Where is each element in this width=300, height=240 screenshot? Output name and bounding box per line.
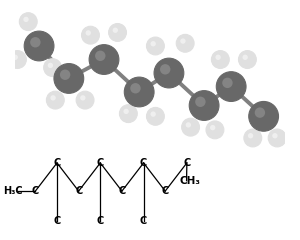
Circle shape — [186, 122, 191, 128]
Circle shape — [206, 121, 224, 139]
Circle shape — [146, 37, 164, 55]
Circle shape — [48, 63, 53, 68]
Text: H₃C: H₃C — [3, 186, 23, 196]
Text: CH₃: CH₃ — [179, 176, 200, 186]
Circle shape — [268, 129, 286, 147]
Circle shape — [119, 105, 137, 123]
Circle shape — [160, 64, 170, 75]
Text: C: C — [162, 186, 169, 196]
Circle shape — [272, 133, 278, 138]
Circle shape — [19, 13, 37, 30]
Circle shape — [24, 31, 54, 61]
Circle shape — [123, 109, 129, 114]
Circle shape — [151, 111, 156, 117]
Text: C: C — [140, 158, 147, 168]
Circle shape — [242, 55, 248, 60]
Circle shape — [146, 108, 164, 125]
Text: C: C — [53, 216, 61, 226]
Circle shape — [109, 24, 127, 41]
Circle shape — [50, 95, 56, 101]
Circle shape — [255, 108, 265, 118]
Circle shape — [85, 30, 91, 36]
Circle shape — [212, 51, 229, 68]
Circle shape — [23, 17, 29, 22]
Circle shape — [180, 38, 186, 44]
Circle shape — [80, 95, 86, 101]
Circle shape — [95, 51, 106, 61]
Circle shape — [112, 28, 118, 33]
Circle shape — [238, 51, 256, 68]
Circle shape — [216, 72, 246, 102]
Circle shape — [222, 78, 233, 88]
Circle shape — [195, 96, 206, 107]
Circle shape — [82, 26, 99, 44]
Circle shape — [130, 83, 141, 93]
Circle shape — [244, 129, 262, 147]
Circle shape — [151, 41, 156, 46]
Circle shape — [176, 34, 194, 52]
Text: C: C — [97, 158, 104, 168]
Circle shape — [46, 91, 64, 109]
Text: C: C — [32, 186, 39, 196]
Circle shape — [154, 58, 184, 88]
Circle shape — [189, 91, 219, 120]
Text: C: C — [53, 158, 61, 168]
Circle shape — [249, 102, 278, 131]
Circle shape — [215, 55, 221, 60]
Text: C: C — [183, 158, 190, 168]
Text: C: C — [97, 216, 104, 226]
Circle shape — [76, 91, 94, 109]
Circle shape — [8, 51, 26, 68]
Circle shape — [182, 118, 200, 136]
Circle shape — [89, 45, 119, 74]
Text: C: C — [75, 186, 82, 196]
Text: C: C — [140, 216, 147, 226]
Circle shape — [248, 133, 253, 138]
Circle shape — [60, 70, 70, 80]
Circle shape — [13, 55, 18, 60]
Circle shape — [210, 125, 215, 130]
Circle shape — [44, 59, 62, 77]
Circle shape — [124, 77, 154, 107]
Text: C: C — [118, 186, 126, 196]
Circle shape — [54, 64, 84, 93]
Circle shape — [30, 37, 40, 48]
